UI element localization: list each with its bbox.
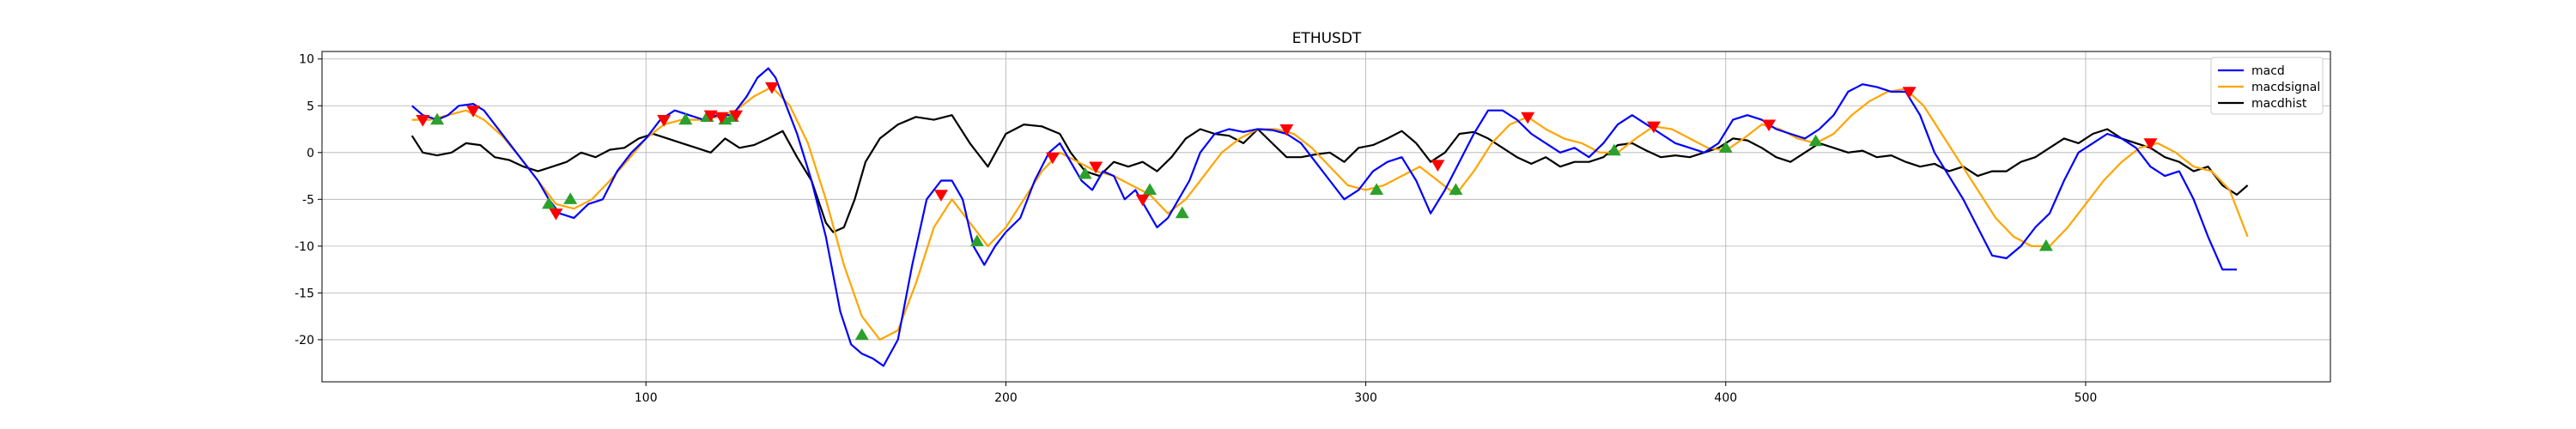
sell-signal-marker: [1902, 87, 1917, 99]
buy-signal-marker: [1143, 183, 1157, 196]
legend-box: [2210, 57, 2324, 115]
x-tick-label: 200: [994, 391, 1018, 405]
x-axis-ticks: 100 200 300 400 500: [635, 382, 2097, 405]
grid: [322, 51, 2330, 382]
sell-signal-marker: [657, 115, 671, 127]
legend-label-macd: macd: [2251, 64, 2285, 78]
sell-signal-marker: [1045, 152, 1060, 165]
x-tick-label: 400: [1714, 391, 1737, 405]
buy-signal-marker: [678, 112, 693, 125]
buy-signal-marker: [1607, 143, 1621, 156]
buy-signal-marker: [430, 112, 445, 125]
y-tick-label: 5: [307, 100, 314, 113]
sell-signal-marker: [1521, 112, 1535, 124]
buy-signal-marker: [1718, 141, 1733, 153]
buy-signal-marker: [1175, 206, 1189, 219]
legend-label-macdhist: macdhist: [2251, 97, 2307, 111]
series-line-macd: [411, 67, 2237, 367]
sell-signal-marker: [1279, 124, 1294, 136]
sell-signal-marker: [2143, 138, 2158, 150]
y-tick-label: -20: [295, 334, 314, 347]
legend-label-macdsignal: macdsignal: [2251, 81, 2320, 94]
y-tick-label: 0: [307, 147, 314, 160]
legend: macd macdsignal macdhist: [2210, 57, 2324, 115]
series-layer: [410, 67, 2249, 367]
x-tick-label: 100: [635, 391, 658, 405]
y-axis-ticks: 10 5 0 -5 -10 -15 -20: [295, 53, 322, 347]
sell-signal-marker: [933, 190, 948, 202]
sell-signal-marker: [466, 106, 481, 118]
sell-signal-marker: [764, 82, 779, 94]
buy-signal-marker: [1449, 183, 1463, 196]
sell-signal-marker: [1089, 161, 1103, 174]
y-tick-label: -15: [295, 287, 314, 300]
x-tick-label: 500: [2075, 391, 2098, 405]
series-line-macdhist: [410, 114, 2249, 233]
chart-title: ETHUSDT: [1292, 30, 1362, 47]
sell-signal-marker: [703, 110, 718, 123]
sell-signal-marker: [1646, 121, 1661, 134]
buy-signal-marker: [854, 328, 869, 341]
sell-signal-marker: [1431, 160, 1445, 172]
y-tick-label: -5: [302, 193, 314, 207]
buy-signal-marker: [2038, 239, 2053, 251]
sell-signal-marker: [729, 110, 744, 123]
buy-signal-marker: [1808, 134, 1823, 147]
buy-signal-marker: [1078, 166, 1092, 179]
sell-signal-marker: [1762, 119, 1777, 132]
plot-frame: [321, 51, 2331, 383]
buy-signal-marker: [563, 192, 578, 204]
buy-signal-marker: [542, 196, 556, 209]
buy-signal-marker: [1370, 183, 1384, 196]
y-tick-label: 10: [299, 53, 314, 67]
y-tick-label: -10: [295, 240, 314, 254]
sell-signal-marker: [714, 112, 729, 124]
sell-signal-marker: [549, 208, 563, 221]
signal-markers: [416, 82, 2158, 341]
sell-signal-marker: [1135, 194, 1150, 207]
series-line-macdsignal: [411, 86, 2249, 341]
sell-signal-marker: [416, 115, 430, 127]
x-tick-label: 300: [1354, 391, 1377, 405]
buy-signal-marker: [969, 234, 984, 247]
